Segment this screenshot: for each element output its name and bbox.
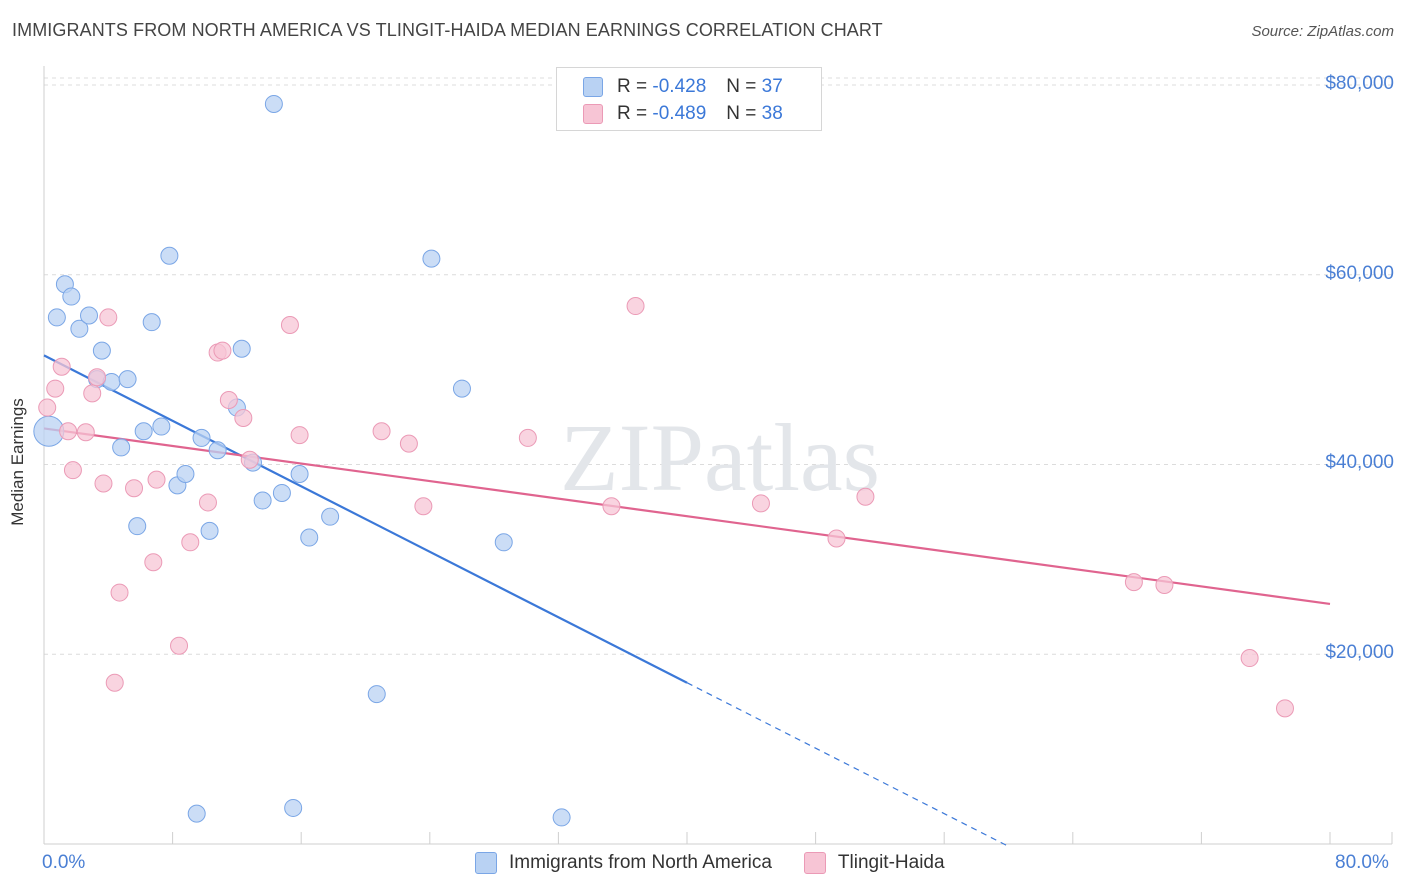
y-tick-label: $60,000 [1325, 262, 1394, 284]
y-tick-label: $40,000 [1325, 452, 1394, 474]
n-value-immigrants: 37 [761, 76, 783, 97]
point-tlingit [219, 390, 238, 409]
point-immigrants [264, 94, 283, 113]
data-points [33, 94, 1294, 827]
point-immigrants [253, 491, 272, 510]
point-tlingit [198, 493, 217, 512]
legend-swatch-blue [583, 77, 603, 97]
point-tlingit [1124, 573, 1143, 592]
point-tlingit [1240, 649, 1259, 668]
point-tlingit [856, 487, 875, 506]
point-tlingit [372, 422, 391, 441]
point-tlingit [59, 422, 78, 441]
legend-swatch-tlingit [803, 852, 826, 874]
point-immigrants [494, 533, 513, 552]
point-immigrants [192, 428, 211, 447]
y-tick-label: $80,000 [1325, 72, 1394, 94]
point-immigrants [134, 422, 153, 441]
point-tlingit [52, 357, 71, 376]
point-immigrants [290, 464, 309, 483]
point-tlingit [147, 470, 166, 489]
y-tick-label: $20,000 [1325, 642, 1394, 664]
point-immigrants [187, 804, 206, 823]
point-immigrants [112, 438, 131, 457]
point-immigrants [552, 808, 571, 827]
point-tlingit [144, 553, 163, 572]
point-tlingit [125, 479, 144, 498]
point-immigrants [118, 370, 137, 389]
n-value-tlingit: 38 [761, 103, 783, 124]
point-immigrants [367, 685, 386, 704]
chart-title: IMMIGRANTS FROM NORTH AMERICA VS TLINGIT… [12, 20, 883, 40]
x-tick-max: 80.0% [1335, 852, 1389, 873]
point-tlingit [110, 583, 129, 602]
point-immigrants [300, 528, 319, 547]
legend-label-tlingit: Tlingit-Haida [837, 852, 945, 873]
point-immigrants [176, 464, 195, 483]
point-tlingit [827, 529, 846, 548]
point-immigrants [128, 517, 147, 536]
legend-label-immigrants: Immigrants from North America [509, 852, 772, 873]
point-tlingit [213, 341, 232, 360]
point-tlingit [83, 384, 102, 403]
point-immigrants [422, 249, 441, 268]
point-tlingit [94, 474, 113, 493]
r-value-tlingit: -0.489 [652, 103, 707, 124]
point-tlingit [76, 423, 95, 442]
axes [43, 66, 1393, 845]
point-immigrants [284, 798, 303, 817]
point-tlingit [751, 494, 770, 513]
point-immigrants [232, 339, 251, 358]
point-tlingit [46, 379, 65, 398]
point-immigrants [62, 287, 81, 306]
point-immigrants [70, 319, 89, 338]
point-tlingit [280, 316, 299, 335]
point-tlingit [234, 408, 253, 427]
point-tlingit [399, 434, 418, 453]
point-immigrants [80, 306, 99, 325]
legend-row-immigrants: R = -0.428 N = 37 [583, 76, 783, 98]
gridlines [44, 77, 1392, 655]
point-immigrants [452, 379, 471, 398]
point-immigrants [47, 308, 66, 327]
point-immigrants [321, 507, 340, 526]
point-immigrants [208, 441, 227, 460]
point-tlingit [602, 497, 621, 516]
r-value-immigrants: -0.428 [652, 76, 707, 97]
point-tlingit [38, 398, 57, 417]
point-tlingit [414, 497, 433, 516]
point-tlingit [181, 533, 200, 552]
point-tlingit [518, 428, 537, 447]
point-immigrants [272, 483, 291, 502]
series-legend: Immigrants from North America Tlingit-Ha… [475, 852, 945, 874]
point-immigrants [200, 521, 219, 540]
point-tlingit [105, 673, 124, 692]
legend-swatch-immigrants [475, 852, 497, 874]
watermark: ZIPatlas [560, 404, 880, 511]
point-immigrants [152, 417, 171, 436]
stats-legend: R = -0.428 N = 37 R = -0.489 N = 38 [556, 67, 822, 131]
point-tlingit [626, 297, 645, 316]
legend-row-tlingit: R = -0.489 N = 38 [583, 103, 783, 125]
legend-swatch-pink [583, 104, 603, 124]
point-tlingit [290, 426, 309, 445]
point-immigrants [92, 341, 111, 360]
point-tlingit [170, 636, 189, 655]
point-tlingit [88, 368, 107, 387]
trend-line-extension [686, 682, 1009, 847]
source-label: Source: ZipAtlas.com [1251, 23, 1394, 40]
point-tlingit [99, 308, 118, 327]
point-tlingit [63, 461, 82, 480]
point-tlingit [1275, 699, 1294, 718]
x-tick-min: 0.0% [42, 852, 86, 873]
point-tlingit [1155, 575, 1174, 594]
trend-line [43, 354, 688, 684]
point-tlingit [240, 450, 259, 469]
point-immigrants [160, 246, 179, 265]
point-immigrants [142, 313, 161, 332]
